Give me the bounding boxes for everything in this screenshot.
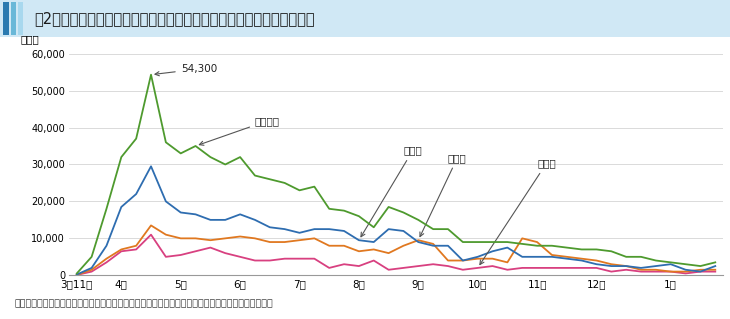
Bar xyxy=(18,2,23,35)
Text: 資料：全国社会福素協議会、全国ボランティア、市民活動振興センター資料を基に農林水産省で作成: 資料：全国社会福素協議会、全国ボランティア、市民活動振興センター資料を基に農林水… xyxy=(15,300,273,309)
Text: 人／週: 人／週 xyxy=(20,34,39,44)
FancyBboxPatch shape xyxy=(0,0,730,37)
Bar xyxy=(3,2,9,35)
Text: 福島県: 福島県 xyxy=(420,153,466,237)
Text: 岩手県: 岩手県 xyxy=(480,158,556,264)
Text: 図2　東北３県でのボランティア活動者数（１週間ごとの概数）の推移: 図2 東北３県でのボランティア活動者数（１週間ごとの概数）の推移 xyxy=(34,11,315,26)
Text: 東北３県: 東北３県 xyxy=(199,116,280,145)
Bar xyxy=(11,2,16,35)
Text: 宮城県: 宮城県 xyxy=(361,145,422,237)
Text: 54,300: 54,300 xyxy=(155,64,217,76)
